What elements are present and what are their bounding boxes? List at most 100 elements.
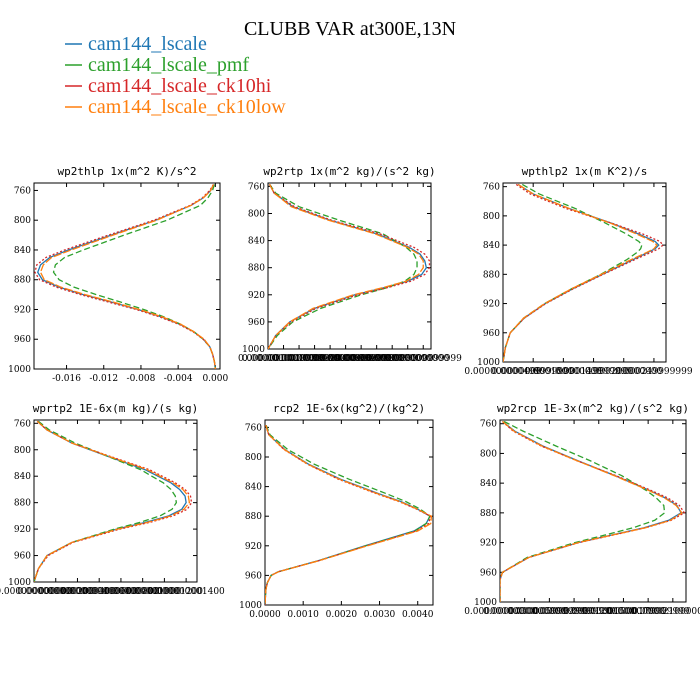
y-tick-label: 960: [14, 552, 31, 562]
x-tick-label: 0.0000210000000: [631, 607, 700, 617]
series-line-cam144_lscale: [34, 420, 187, 582]
series-line-cam144_lscale_ck10low: [265, 424, 433, 605]
x-tick-label: 0.0000049999999: [304, 354, 387, 364]
x-tick-label: 0.000000001200: [126, 587, 204, 597]
y-tick-label: 920: [483, 300, 500, 310]
y-tick-label: 960: [14, 335, 31, 345]
series-line-cam144_lscale: [500, 420, 682, 602]
panel-title: wprtp2 1E-6x(m kg)/(s kg): [33, 402, 199, 415]
series-line-cam144_lscale_pmf: [34, 420, 178, 582]
panel-2: wpthlp2 1x(m K^2)/s 760 800 840 880 920 960 100…: [464, 165, 692, 377]
panel-title: wp2thlp 1x(m^2 K)/s^2: [57, 165, 196, 178]
plot-frame: [499, 419, 687, 603]
y-tick-label: 1000: [477, 358, 500, 368]
panel-4: rcp2 1E-6x(kg^2)/(kg^2) 760 800 840 880 920 96…: [239, 402, 434, 620]
panel-title: wpthlp2 1x(m K^2)/s: [522, 165, 648, 178]
legend: cam144_lscalecam144_lscale_pmfcam144_lsc…: [65, 33, 286, 118]
x-tick-label: 0.0000179999999: [607, 607, 690, 617]
x-tick-label: 0.0000030000000: [273, 354, 356, 364]
x-tick-label: 0.000200000000: [585, 367, 663, 377]
x-tick-label: 0.0000150000000: [582, 607, 665, 617]
plot-frame: [502, 182, 667, 363]
x-tick-label: -0.012: [89, 374, 118, 384]
plot-frame: [33, 419, 198, 583]
y-tick-label: 880: [14, 499, 31, 509]
x-tick-label: 0.000000000800: [82, 587, 160, 597]
x-tick-label: -0.008: [127, 374, 156, 384]
x-tick-label: 0.000000001000: [104, 587, 182, 597]
y-tick-label: 880: [245, 512, 262, 522]
y-tick-label: 880: [483, 270, 500, 280]
x-tick-label: 0.000009999999: [385, 354, 463, 364]
y-tick-label: 880: [248, 264, 265, 274]
x-tick-label: 0.0010: [287, 610, 319, 620]
series-line-cam144_lscale_pmf: [500, 420, 666, 602]
panel-5: wp2rcp 1E-3x(m^2 kg)/(s^2 kg)760 800 840 88…: [464, 402, 700, 617]
panel-title: wp2rcp 1E-3x(m^2 kg)/(s^2 kg): [497, 402, 689, 415]
x-tick-label: 0.000000000000: [0, 587, 73, 597]
x-tick-label: 0.0000040000000: [289, 354, 372, 364]
panels: wp2thlp 1x(m^2 K)/s^2 760 800 840 880 920 960 1…: [0, 165, 700, 620]
plot-frame: [267, 182, 432, 350]
y-tick-label: 920: [245, 542, 262, 552]
series-line-cam144_lscale_ck10hi: [503, 183, 664, 362]
series-line-cam144_lscale_pmf: [503, 183, 643, 362]
plot-frame: [33, 182, 221, 370]
y-tick-label: 840: [14, 246, 31, 256]
x-tick-label: 0.0000030000000: [483, 607, 566, 617]
y-tick-label: 800: [480, 449, 497, 459]
legend-label-2: cam144_lscale_ck10hi: [88, 75, 272, 97]
y-tick-label: 1000: [242, 345, 265, 355]
x-tick-label: 0.00000000000: [464, 607, 536, 617]
y-tick-label: 960: [248, 318, 265, 328]
x-tick-label: 0.0000010000000: [242, 354, 325, 364]
y-tick-label: 880: [480, 509, 497, 519]
series-line-cam144_lscale_ck10low: [34, 420, 191, 582]
x-tick-label: 0.000249999999: [615, 367, 693, 377]
series-line-cam144_lscale_ck10hi: [268, 184, 431, 349]
series-line-cam144_lscale_ck10low: [503, 183, 658, 362]
series-line-cam144_lscale_ck10low: [500, 420, 683, 602]
y-tick-label: 920: [248, 291, 265, 301]
x-tick-label: 0.000000000600: [61, 587, 139, 597]
y-tick-label: 1000: [239, 601, 262, 611]
x-tick-label: 0.000000000000: [464, 367, 542, 377]
x-tick-label: 0.000000000400: [39, 587, 117, 597]
y-tick-label: 920: [14, 525, 31, 535]
x-tick-label: 0.0000069999999: [335, 354, 418, 364]
x-tick-label: 0.000000000: [238, 354, 298, 364]
x-tick-label: -0.004: [164, 374, 193, 384]
y-tick-label: 840: [248, 237, 265, 247]
x-tick-label: 0.000149999999: [555, 367, 633, 377]
y-tick-label: 800: [248, 209, 265, 219]
x-tick-label: 0.000: [202, 374, 228, 384]
y-tick-label: 800: [245, 453, 262, 463]
series-group: [265, 424, 433, 605]
x-tick-label: -0.016: [52, 374, 81, 384]
y-tick-label: 800: [14, 446, 31, 456]
figure-title: CLUBB VAR at300E,13N: [244, 18, 456, 40]
series-group: [34, 184, 216, 369]
panel-title: wp2rtp 1x(m^2 kg)/(s^2 kg): [263, 165, 435, 178]
panel-3: wprtp2 1E-6x(m kg)/(s kg)760 800 840 880 920…: [0, 402, 225, 597]
series-group: [503, 183, 664, 362]
series-group: [34, 420, 193, 582]
series-line-cam144_lscale_pmf: [52, 184, 216, 369]
legend-label-0: cam144_lscale: [88, 33, 207, 55]
y-tick-label: 1000: [474, 598, 497, 608]
x-tick-label: 0.0000019999999: [258, 354, 341, 364]
y-tick-label: 760: [14, 186, 31, 196]
panel-0: wp2thlp 1x(m^2 K)/s^2 760 800 840 880 920 960 1…: [8, 165, 228, 384]
series-group: [500, 420, 686, 602]
y-tick-label: 960: [245, 571, 262, 581]
y-tick-label: 760: [14, 419, 31, 429]
series-line-cam144_lscale_ck10hi: [34, 184, 216, 369]
x-tick-label: 0.0000060000000: [320, 354, 403, 364]
y-tick-label: 840: [480, 479, 497, 489]
y-tick-label: 960: [483, 329, 500, 339]
series-line-cam144_lscale: [268, 184, 428, 349]
series-line-cam144_lscale_ck10hi: [500, 421, 686, 602]
panel-title: rcp2 1E-6x(kg^2)/(kg^2): [273, 402, 425, 415]
y-tick-label: 880: [14, 276, 31, 286]
y-tick-label: 840: [14, 472, 31, 482]
